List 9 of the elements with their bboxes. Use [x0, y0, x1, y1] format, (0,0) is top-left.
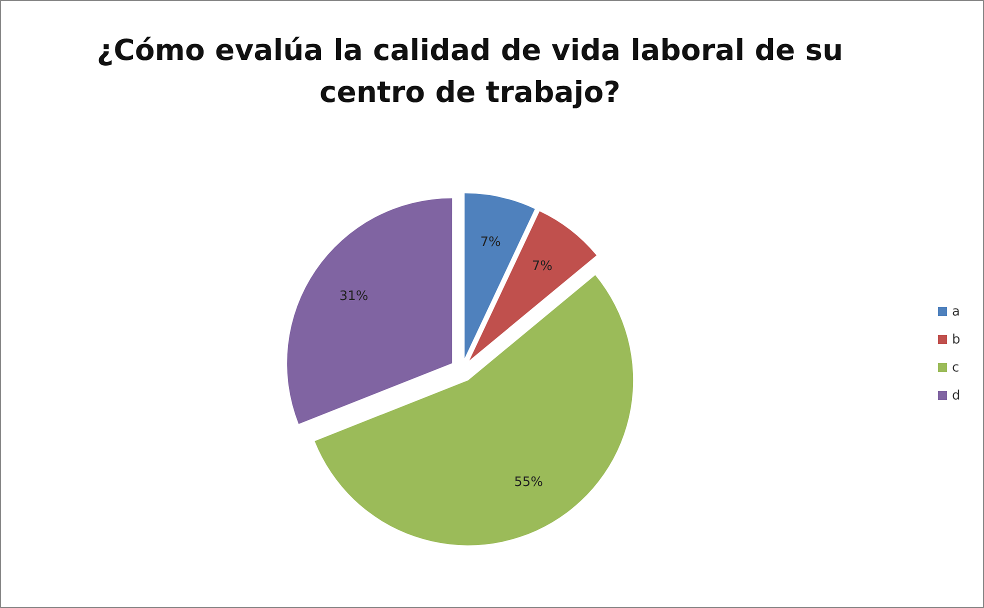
data-label: 7% — [480, 234, 501, 250]
data-label: 7% — [532, 259, 552, 274]
legend-label: d — [952, 388, 960, 404]
legend-label: a — [952, 304, 960, 320]
chart-title: ¿Cómo evalúa la calidad de vida laboral de su centro de trabajo? — [96, 33, 844, 109]
data-label: 55% — [514, 475, 544, 490]
data-label: 31% — [339, 289, 368, 304]
legend-label: c — [952, 360, 960, 376]
legend-label: b — [952, 332, 960, 348]
